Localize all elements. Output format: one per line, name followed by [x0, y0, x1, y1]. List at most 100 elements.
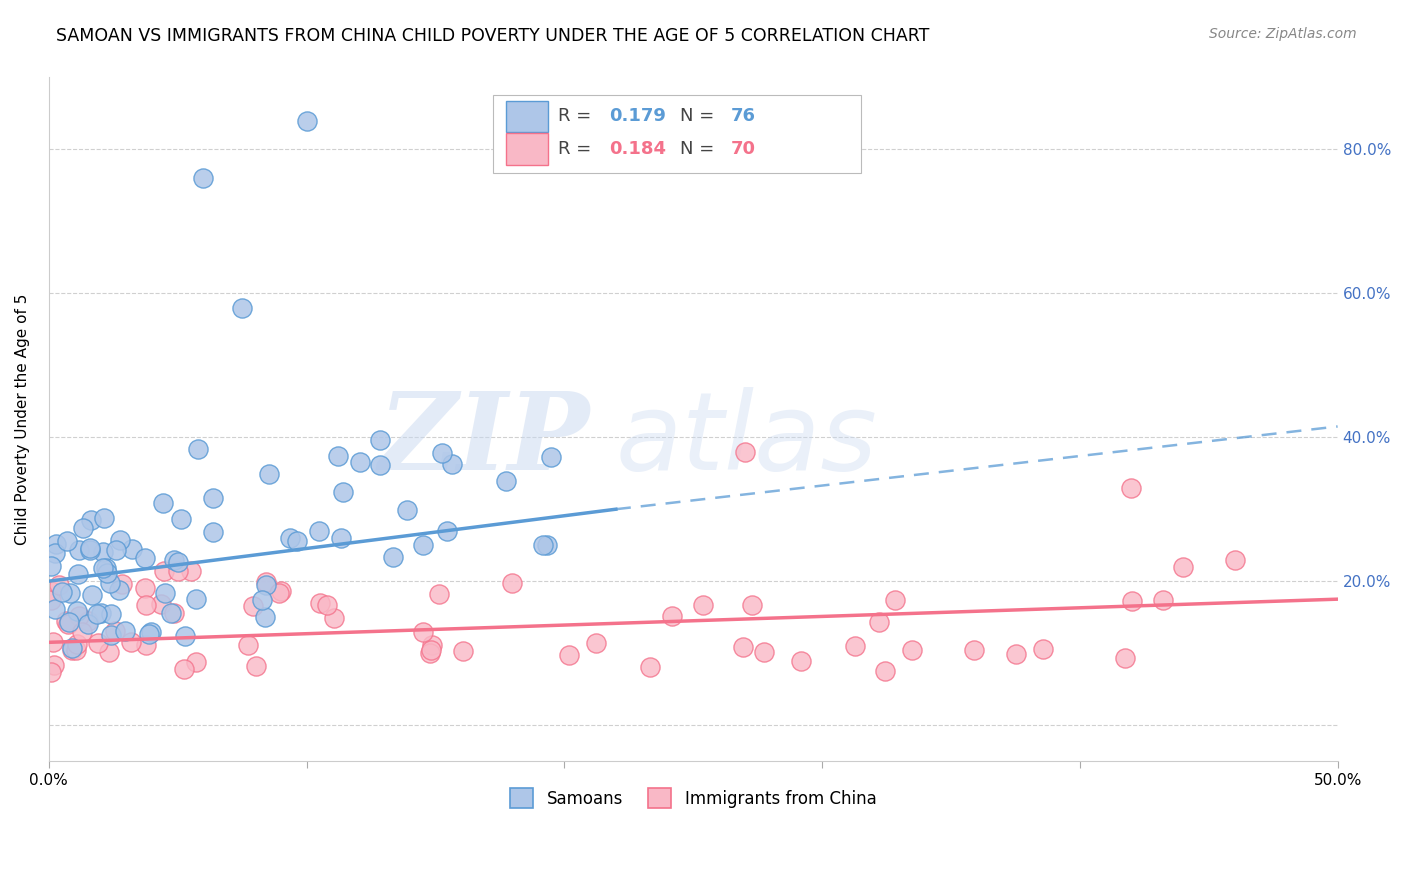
- Point: [382, 549, 405, 564]
- Point: [66, 637, 89, 651]
- Text: 0.184: 0.184: [609, 140, 666, 158]
- Point: [66, 567, 89, 582]
- Point: [436, 524, 458, 539]
- Point: [231, 301, 253, 315]
- FancyBboxPatch shape: [494, 95, 860, 173]
- Point: [316, 598, 339, 612]
- Legend: Samoans, Immigrants from China: Samoans, Immigrants from China: [503, 781, 883, 814]
- Point: [254, 610, 277, 624]
- Point: [1114, 651, 1136, 665]
- Point: [257, 467, 280, 481]
- Point: [41, 634, 63, 648]
- Point: [692, 598, 714, 612]
- Point: [495, 474, 517, 488]
- Point: [883, 593, 905, 607]
- Point: [110, 533, 132, 547]
- Point: [1171, 559, 1194, 574]
- Point: [65, 643, 87, 657]
- Point: [138, 627, 160, 641]
- Point: [77, 617, 100, 632]
- Point: [41, 584, 63, 599]
- Point: [66, 604, 89, 618]
- Point: [41, 665, 63, 679]
- Point: [201, 524, 224, 539]
- Text: R =: R =: [558, 140, 598, 158]
- FancyBboxPatch shape: [506, 101, 547, 132]
- Point: [844, 639, 866, 653]
- FancyBboxPatch shape: [506, 134, 547, 165]
- Point: [170, 512, 193, 526]
- Text: N =: N =: [681, 107, 720, 126]
- Point: [419, 643, 441, 657]
- Point: [60, 642, 83, 657]
- Point: [55, 615, 77, 629]
- Point: [94, 561, 117, 575]
- Point: [79, 541, 101, 556]
- Text: 70: 70: [731, 140, 755, 158]
- Point: [1223, 552, 1246, 566]
- Point: [184, 655, 207, 669]
- Point: [51, 584, 73, 599]
- Point: [1152, 592, 1174, 607]
- Point: [330, 531, 353, 545]
- Point: [501, 576, 523, 591]
- Point: [741, 599, 763, 613]
- Text: Source: ZipAtlas.com: Source: ZipAtlas.com: [1209, 27, 1357, 41]
- Point: [451, 643, 474, 657]
- Point: [332, 485, 354, 500]
- Point: [236, 638, 259, 652]
- Point: [149, 597, 172, 611]
- Point: [114, 624, 136, 638]
- Point: [79, 542, 101, 557]
- Point: [173, 662, 195, 676]
- Point: [134, 581, 156, 595]
- Point: [540, 450, 562, 465]
- Point: [184, 592, 207, 607]
- Point: [420, 638, 443, 652]
- Point: [285, 534, 308, 549]
- Point: [252, 593, 274, 607]
- Point: [45, 537, 67, 551]
- Point: [107, 583, 129, 598]
- Point: [98, 575, 121, 590]
- Point: [368, 458, 391, 473]
- Point: [412, 538, 434, 552]
- Point: [245, 659, 267, 673]
- Point: [349, 455, 371, 469]
- Point: [419, 646, 441, 660]
- Point: [270, 584, 292, 599]
- Point: [104, 543, 127, 558]
- Point: [58, 615, 80, 629]
- Point: [395, 502, 418, 516]
- Text: atlas: atlas: [616, 387, 877, 492]
- Point: [661, 608, 683, 623]
- Point: [120, 635, 142, 649]
- Point: [202, 491, 225, 505]
- Point: [44, 546, 66, 560]
- Point: [166, 564, 188, 578]
- Point: [536, 538, 558, 552]
- Point: [87, 636, 110, 650]
- Point: [187, 442, 209, 456]
- Point: [153, 564, 176, 578]
- Point: [42, 658, 65, 673]
- Point: [121, 542, 143, 557]
- Point: [111, 577, 134, 591]
- Point: [585, 636, 607, 650]
- Point: [44, 601, 66, 615]
- Point: [254, 575, 277, 590]
- Point: [41, 593, 63, 607]
- Point: [72, 624, 94, 639]
- Point: [98, 645, 121, 659]
- Point: [326, 449, 349, 463]
- Point: [278, 531, 301, 545]
- Text: SAMOAN VS IMMIGRANTS FROM CHINA CHILD POVERTY UNDER THE AGE OF 5 CORRELATION CHA: SAMOAN VS IMMIGRANTS FROM CHINA CHILD PO…: [56, 27, 929, 45]
- Point: [269, 585, 291, 599]
- Point: [100, 628, 122, 642]
- Point: [41, 558, 63, 573]
- Point: [91, 545, 114, 559]
- Text: 0.179: 0.179: [609, 107, 666, 126]
- Point: [440, 457, 463, 471]
- Point: [295, 113, 318, 128]
- Point: [963, 643, 986, 657]
